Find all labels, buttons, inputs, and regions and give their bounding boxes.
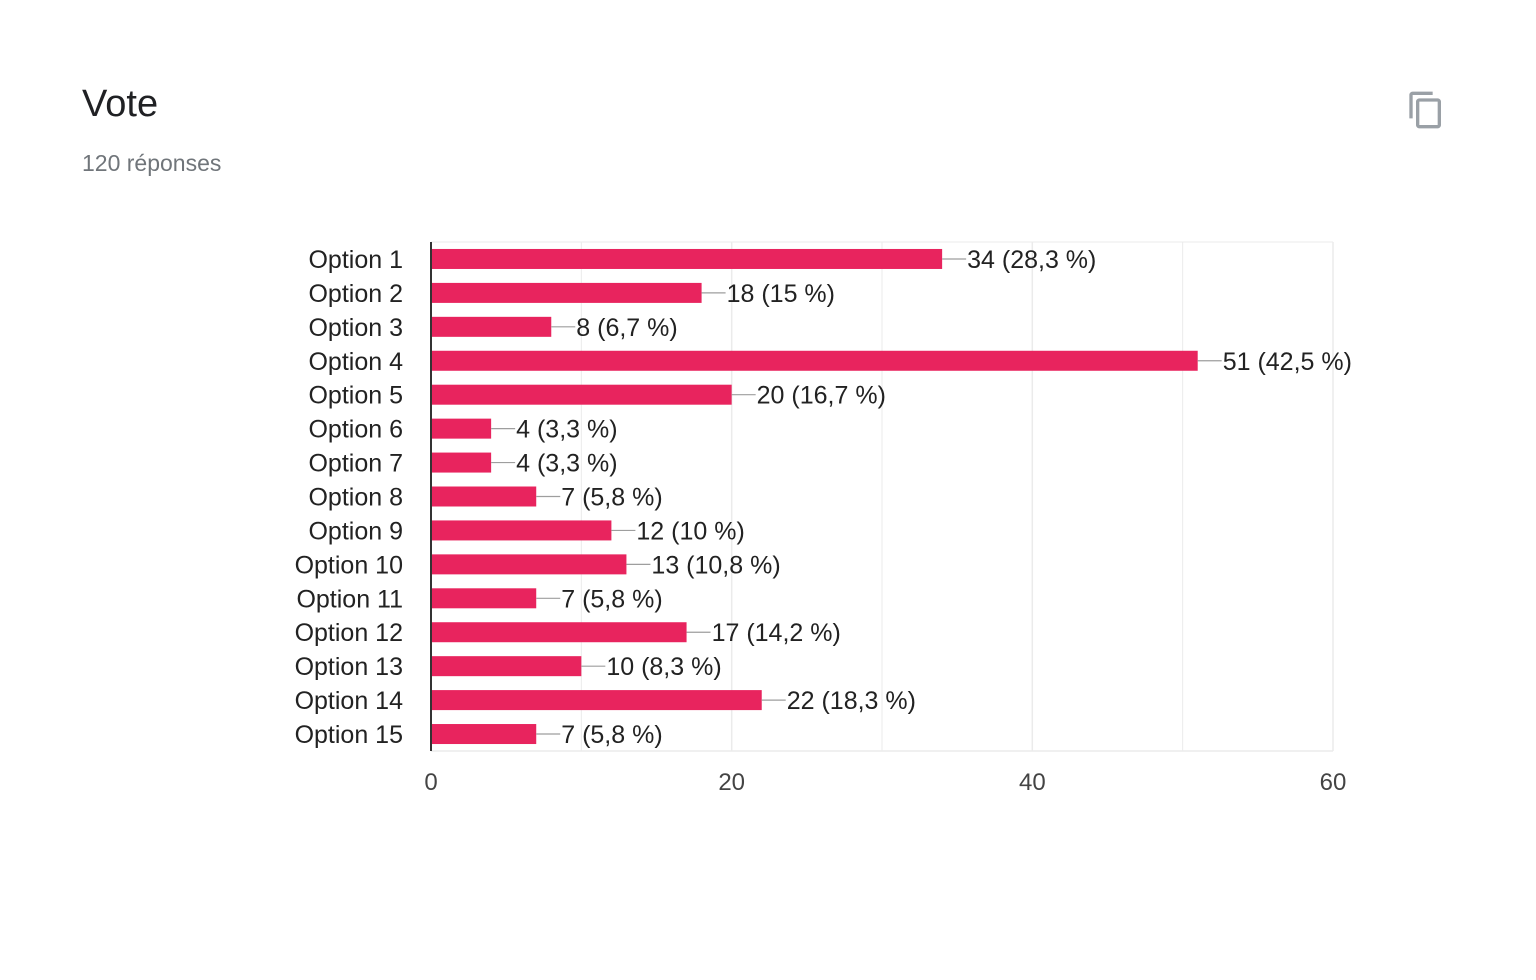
bar xyxy=(431,282,702,303)
category-label: Option 2 xyxy=(308,280,403,308)
bar xyxy=(431,622,687,643)
response-count: 120 réponses xyxy=(82,150,222,176)
bar xyxy=(431,656,582,677)
bar xyxy=(431,350,1198,371)
x-tick-label: 60 xyxy=(1320,769,1347,796)
x-tick-label: 20 xyxy=(718,769,745,796)
bar xyxy=(431,588,537,609)
data-label: 10 (8,3 %) xyxy=(606,653,721,681)
bar xyxy=(431,384,732,405)
data-label: 4 (3,3 %) xyxy=(516,450,617,478)
chart-title: Vote xyxy=(82,83,159,125)
copy-chart-button[interactable] xyxy=(1400,84,1452,136)
bar xyxy=(431,486,537,507)
data-label: 7 (5,8 %) xyxy=(561,484,662,512)
data-label: 13 (10,8 %) xyxy=(651,551,780,579)
bar xyxy=(431,554,627,575)
category-label: Option 15 xyxy=(295,721,403,749)
bar xyxy=(431,520,612,541)
bar xyxy=(431,316,552,337)
category-label: Option 12 xyxy=(295,619,403,647)
category-label: Option 3 xyxy=(308,314,403,342)
bar xyxy=(431,248,943,269)
data-label: 18 (15 %) xyxy=(727,280,835,308)
data-label: 8 (6,7 %) xyxy=(576,314,677,342)
category-label: Option 14 xyxy=(295,687,404,715)
category-label: Option 7 xyxy=(308,450,403,478)
category-label: Option 10 xyxy=(295,551,403,579)
data-label: 34 (28,3 %) xyxy=(967,246,1096,274)
category-label: Option 6 xyxy=(308,416,403,444)
category-label: Option 11 xyxy=(296,585,403,613)
data-label: 7 (5,8 %) xyxy=(561,585,662,613)
data-label: 4 (3,3 %) xyxy=(516,416,617,444)
x-tick-label: 0 xyxy=(424,769,437,796)
data-label: 22 (18,3 %) xyxy=(787,687,916,715)
category-label: Option 13 xyxy=(295,653,403,681)
category-label: Option 1 xyxy=(308,246,403,274)
data-label: 7 (5,8 %) xyxy=(561,721,662,749)
category-label: Option 4 xyxy=(308,348,403,376)
bar xyxy=(431,418,492,439)
data-label: 20 (16,7 %) xyxy=(757,382,886,410)
category-label: Option 5 xyxy=(308,382,403,410)
data-label: 17 (14,2 %) xyxy=(712,619,841,647)
bar xyxy=(431,724,537,745)
bar xyxy=(431,690,762,711)
copy-icon xyxy=(1409,91,1441,129)
data-label: 51 (42,5 %) xyxy=(1223,348,1352,376)
data-label: 12 (10 %) xyxy=(636,517,744,545)
x-tick-label: 40 xyxy=(1019,769,1046,796)
category-label: Option 8 xyxy=(308,484,403,512)
category-label: Option 9 xyxy=(308,517,403,545)
bar xyxy=(431,452,492,473)
